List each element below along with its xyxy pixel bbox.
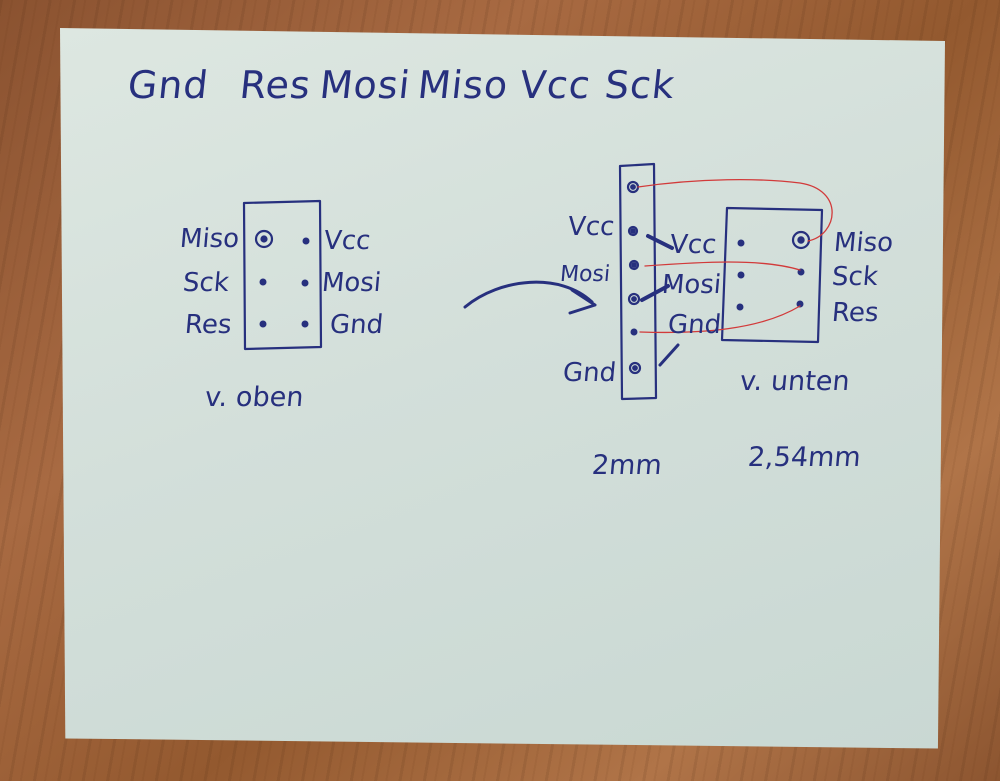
connector-label-vcc: Vcc (668, 230, 718, 260)
left-label-gnd: Gnd (328, 310, 385, 340)
red-wire-miso (637, 179, 833, 242)
pitch-2mm: 2mm (590, 450, 664, 481)
left-connector-outline (242, 199, 323, 351)
red-wire-res (639, 305, 801, 334)
left-label-sck: Sck (181, 268, 231, 298)
left-label-vcc: Vcc (322, 226, 372, 256)
caption-v-oben: v. oben (203, 382, 305, 413)
left-pin-miso-marked (254, 229, 274, 249)
left-label-mosi: Mosi (320, 268, 383, 298)
connector-label-mosi: Mosi (660, 270, 723, 300)
2_54mm-connector-outline (720, 206, 824, 344)
connector-label-sck: Sck (830, 262, 880, 292)
caption-v-unten: v. unten (738, 366, 851, 397)
strip-label-mosi: Mosi (558, 262, 612, 287)
connector-label-res: Res (830, 298, 880, 328)
red-wire-mosi (644, 261, 801, 271)
connector-label-miso: Miso (832, 228, 895, 258)
left-label-miso: Miso (178, 224, 241, 254)
strip-label-gnd: Gnd (561, 358, 618, 388)
left-label-res: Res (183, 310, 233, 340)
pitch-2_54mm: 2,54mm (746, 442, 863, 473)
right-pin-miso-marked (791, 230, 811, 250)
arrow (463, 280, 594, 309)
strip-label-vcc: Vcc (566, 212, 616, 242)
2mm-strip-outline (618, 162, 658, 401)
connector-label-gnd: Gnd (666, 310, 723, 340)
sticky-note (60, 28, 945, 749)
